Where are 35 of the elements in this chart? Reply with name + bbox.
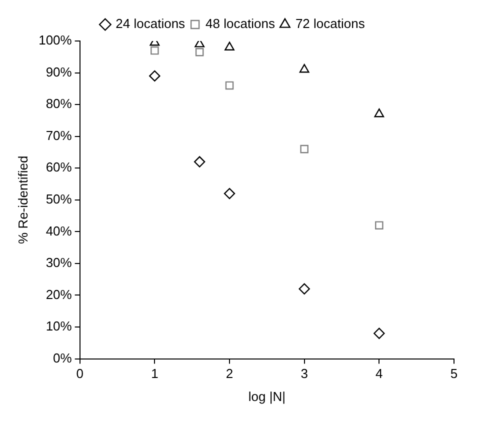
point xyxy=(374,328,385,339)
point xyxy=(194,156,206,168)
y-tick-label: 70% xyxy=(46,128,72,143)
point xyxy=(149,70,160,82)
point xyxy=(225,81,234,90)
x-tick-label: 3 xyxy=(300,366,308,382)
point xyxy=(374,108,384,118)
y-tick-label: 60% xyxy=(46,160,72,175)
point xyxy=(298,283,310,294)
x-tick-label: 1 xyxy=(151,366,158,382)
point xyxy=(375,221,384,230)
y-tick-label: 90% xyxy=(46,64,72,80)
point xyxy=(195,48,204,56)
x-axis-title: log |N| xyxy=(248,388,286,404)
legend-label: 48 locations xyxy=(206,16,276,32)
x-tick-label: 4 xyxy=(376,366,383,382)
point xyxy=(299,64,310,73)
y-tick-label: 100% xyxy=(38,32,72,48)
y-tick-label: 40% xyxy=(46,223,72,238)
y-tick-label: 50% xyxy=(46,191,72,206)
point xyxy=(150,46,159,55)
y-tick-label: 0% xyxy=(53,350,72,366)
x-tick-label: 0 xyxy=(76,366,84,382)
y-tick-label: 30% xyxy=(46,255,72,270)
y-tick-label: 10% xyxy=(46,318,72,334)
x-tick-label: 5 xyxy=(450,366,458,382)
y-axis-title: % Re-identified xyxy=(15,156,30,244)
legend-label: 24 locations xyxy=(116,16,186,32)
point xyxy=(224,188,236,200)
point xyxy=(224,42,234,50)
legend-label: 72 locations xyxy=(295,16,366,32)
x-tick-label: 2 xyxy=(226,366,234,382)
y-tick-label: 80% xyxy=(46,96,72,112)
y-tick-label: 20% xyxy=(46,286,72,302)
point xyxy=(300,144,308,154)
